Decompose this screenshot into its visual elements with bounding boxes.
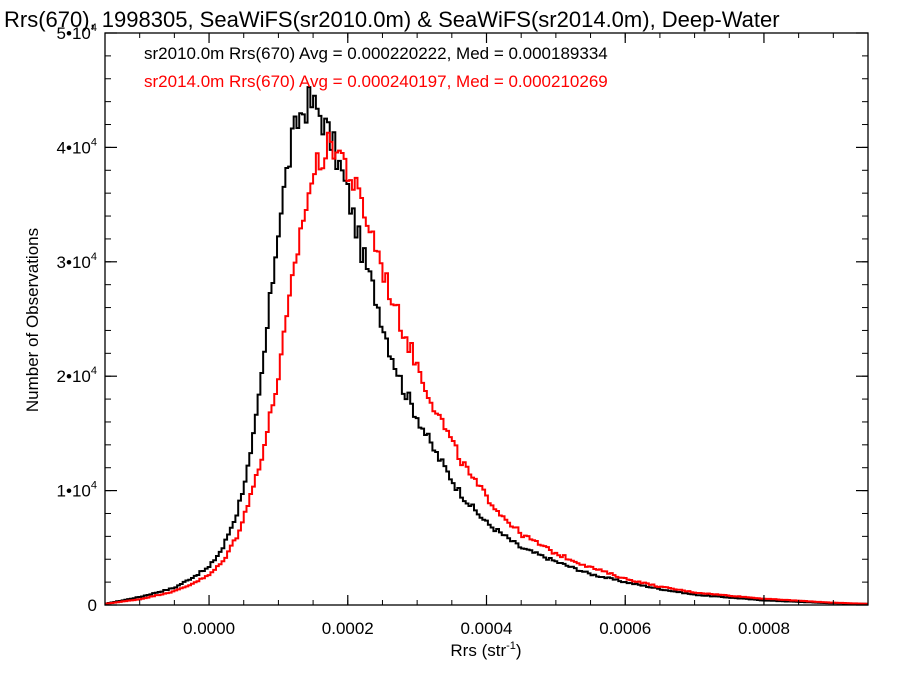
x-tick-label: 0.0004	[461, 619, 513, 638]
chart-legend: sr2010.0m Rrs(670) Avg = 0.000220222, Me…	[144, 44, 608, 91]
chart-title: Rrs(670), 1998305, SeaWiFS(sr2010.0m) & …	[4, 7, 780, 32]
y-tick-label: 5•104	[57, 22, 97, 43]
y-tick-label: 1•104	[57, 480, 97, 501]
y-tick-label-exponent: 4	[91, 136, 97, 148]
y-tick-label-base: 5•10	[57, 24, 91, 43]
series-line-2	[105, 131, 868, 605]
x-tick-label: 0.0002	[322, 619, 374, 638]
y-tick-label: 3•104	[57, 251, 97, 272]
y-tick-label-exponent: 4	[91, 365, 97, 377]
legend-entry-1: sr2010.0m Rrs(670) Avg = 0.000220222, Me…	[144, 44, 608, 63]
y-tick-label-exponent: 4	[91, 251, 97, 263]
x-axis-label-superscript: -1	[506, 640, 516, 652]
x-tick-label: 0.0006	[599, 619, 651, 638]
x-tick-label: 0.0000	[183, 619, 235, 638]
y-tick-label-base: 3•10	[57, 253, 91, 272]
y-tick-label: 0	[88, 596, 97, 615]
y-tick-label-exponent: 4	[91, 22, 97, 34]
y-tick-label-base: 4•10	[57, 138, 91, 157]
y-tick-label-base: 1•10	[57, 482, 91, 501]
y-tick-label-exponent: 4	[91, 480, 97, 492]
x-tick-label: 0.0008	[738, 619, 790, 638]
x-axis-label: Rrs (str-1)	[450, 640, 521, 660]
x-axis-label-end: )	[516, 641, 522, 660]
chart-marks	[105, 86, 868, 605]
x-axis-label-text: Rrs (str	[450, 641, 506, 660]
y-tick-label: 4•104	[57, 136, 97, 157]
y-tick-label-base: 0	[88, 596, 97, 615]
y-axis-label: Number of Observations	[23, 228, 42, 412]
legend-entry-2: sr2014.0m Rrs(670) Avg = 0.000240197, Me…	[144, 72, 608, 91]
y-tick-label: 2•104	[57, 365, 97, 386]
series-line-1	[105, 86, 868, 605]
y-tick-label-base: 2•10	[57, 367, 91, 386]
